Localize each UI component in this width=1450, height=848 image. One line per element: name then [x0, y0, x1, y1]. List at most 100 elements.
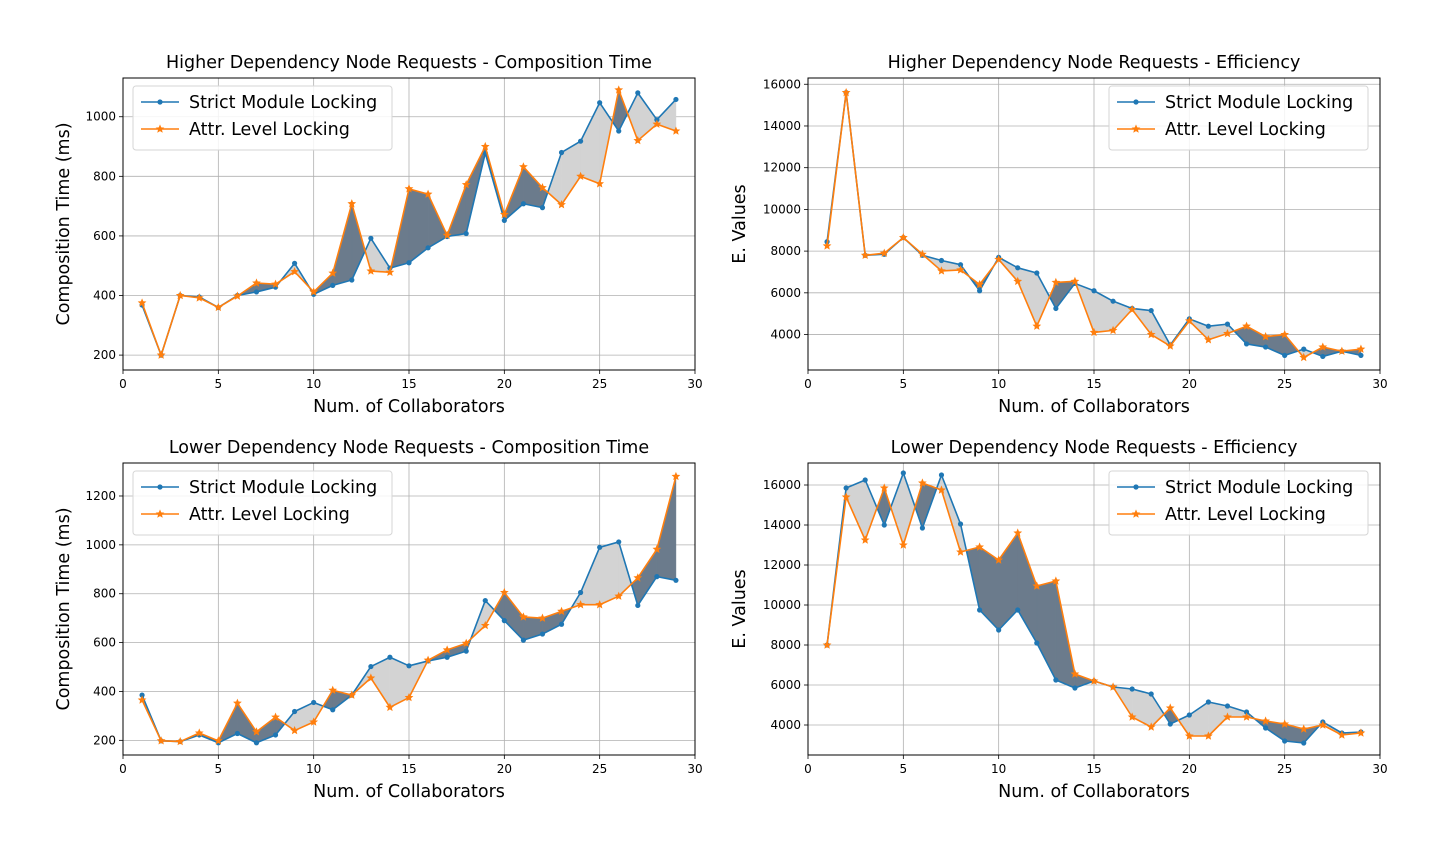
data-point [272, 732, 279, 738]
data-point [918, 478, 927, 487]
data-point [368, 663, 374, 670]
data-point [501, 618, 507, 624]
fill-strict-above [845, 479, 866, 541]
data-point [1167, 721, 1173, 727]
legend-label: Attr. Level Locking [189, 505, 350, 525]
data-point [1184, 731, 1194, 740]
data-point [444, 654, 450, 660]
legend-item: Strict Module Locking [141, 93, 377, 113]
data-point [977, 288, 983, 294]
data-point [213, 302, 223, 312]
fill-attr-above [1265, 334, 1285, 356]
data-point [1204, 731, 1213, 740]
data-point [996, 627, 1002, 633]
data-point [616, 539, 622, 545]
y-tick-label: 400 [93, 684, 116, 698]
data-point [1129, 686, 1135, 692]
data-point [1224, 321, 1231, 327]
legend: Strict Module Locking Attr. Level Locking [1108, 470, 1369, 536]
data-point [595, 179, 605, 188]
data-point [822, 640, 832, 649]
data-point [1108, 325, 1118, 335]
legend-marker [155, 509, 165, 518]
data-point [671, 126, 681, 135]
data-point [309, 287, 319, 296]
y-tick-label: 14000 [763, 119, 801, 133]
x-tick-label: 5 [215, 377, 223, 391]
data-point [156, 350, 166, 359]
fill-attr-above [446, 642, 467, 658]
data-point [137, 695, 147, 704]
data-point [1301, 346, 1307, 352]
legend-marker [157, 99, 163, 105]
data-point [654, 574, 660, 580]
data-point [423, 655, 433, 664]
data-point [253, 740, 260, 746]
legend-item: Attr. Level Locking [141, 505, 350, 525]
data-point [253, 289, 260, 295]
data-point [1165, 341, 1175, 350]
data-point [576, 600, 585, 609]
data-point [538, 183, 547, 192]
fill-strict-above [864, 479, 878, 541]
data-point [557, 606, 566, 616]
data-point [841, 492, 851, 501]
data-point [252, 727, 261, 736]
data-point [330, 707, 336, 713]
y-tick-label: 800 [93, 587, 116, 601]
legend-marker [1131, 124, 1141, 133]
data-point [1320, 353, 1326, 360]
data-point [539, 631, 546, 637]
data-point [614, 591, 624, 600]
data-point [404, 184, 414, 193]
data-point [652, 544, 662, 553]
chart-lower-efficiency: 0 5 10 15 20 25 30 4000 6000 8000 10000 12000 14000 1… [730, 438, 1388, 802]
x-tick-label: 30 [687, 377, 702, 391]
data-point [233, 291, 242, 300]
data-point [1051, 277, 1061, 287]
data-point [1032, 581, 1042, 590]
data-point [461, 180, 471, 189]
data-point [366, 266, 376, 275]
x-tick-label: 15 [401, 762, 416, 776]
data-point [1205, 323, 1211, 329]
legend: Strict Module Locking Attr. Level Locking [1108, 85, 1369, 151]
legend-marker [1133, 99, 1139, 105]
x-tick-label: 20 [1182, 377, 1197, 391]
data-point [1127, 304, 1137, 314]
chart-higher-efficiency: 0 5 10 15 20 25 30 4000 6000 8000 10000 12000 14000 1… [730, 53, 1388, 417]
fill-strict-above [903, 472, 916, 546]
x-axis-label: Num. of Collaborators [313, 397, 505, 417]
series-attr-level-locking [137, 471, 681, 746]
data-point [576, 171, 585, 181]
series-attr-level-locking [822, 88, 1366, 362]
data-point [1301, 740, 1307, 746]
data-point [1034, 640, 1040, 646]
data-point [1089, 327, 1099, 337]
legend-marker [1133, 484, 1139, 490]
x-tick-label: 30 [1372, 762, 1387, 776]
data-point [862, 477, 868, 483]
y-tick-label: 6000 [770, 286, 801, 300]
data-point [975, 542, 984, 551]
plot-frame [122, 77, 696, 371]
data-point [442, 230, 452, 240]
data-point [1263, 344, 1269, 350]
fill-attr-above [237, 702, 257, 744]
data-point [406, 260, 412, 266]
data-point [1224, 703, 1231, 709]
chart-higher-time: 0 5 10 15 20 25 30 200 400 600 800 1000 Higher Depen… [54, 53, 703, 417]
x-axis-label: Num. of Collaborators [998, 782, 1190, 802]
x-tick-label: 20 [1182, 762, 1197, 776]
fill-attr-above [408, 188, 429, 264]
fill-strict-above [1189, 701, 1209, 737]
data-point [501, 217, 507, 224]
series-attr-level-locking [822, 478, 1366, 740]
data-point [1318, 720, 1328, 729]
data-point [1356, 344, 1366, 353]
data-point [1337, 730, 1347, 739]
data-point [385, 702, 395, 712]
data-point [1263, 725, 1269, 731]
data-point [538, 613, 547, 622]
